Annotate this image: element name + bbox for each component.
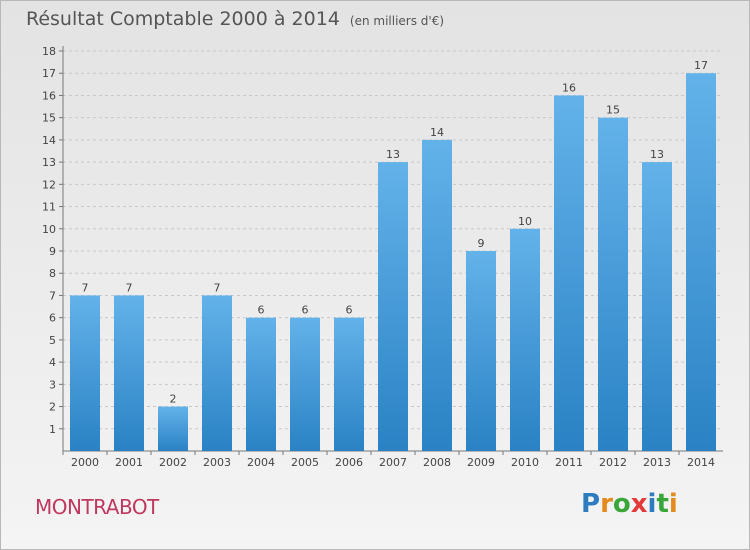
- bar-2005: [290, 317, 320, 451]
- x-tick-label: 2003: [203, 456, 231, 469]
- data-label: 13: [650, 148, 664, 161]
- bar-2013: [642, 162, 672, 451]
- x-tick-label: 2001: [115, 456, 143, 469]
- chart-title-text: Résultat Comptable 2000 à 2014: [26, 8, 340, 30]
- bar-2009: [466, 251, 496, 451]
- bar-2014: [686, 73, 716, 451]
- bar-2011: [554, 95, 584, 451]
- x-tick-label: 2013: [643, 456, 671, 469]
- bar-2003: [202, 295, 232, 451]
- data-label: 10: [518, 215, 532, 228]
- data-labels: 7 7 2 7 6 6 6 13 14 9 10 16 15 13 17: [82, 59, 709, 405]
- y-tick-label: 4: [49, 356, 56, 369]
- data-label: 13: [386, 148, 400, 161]
- logo-letter: i: [668, 489, 678, 519]
- data-label: 2: [170, 393, 177, 406]
- y-tick-label: 14: [42, 134, 56, 147]
- y-tick-label: 7: [49, 289, 56, 302]
- x-tick-label: 2010: [511, 456, 539, 469]
- y-tick-label: 9: [49, 245, 56, 258]
- bar-2010: [510, 228, 540, 451]
- data-label: 17: [694, 59, 708, 72]
- bar-2006: [334, 317, 364, 451]
- data-label: 6: [258, 304, 265, 317]
- bar-2008: [422, 139, 452, 451]
- bar-2002: [158, 406, 188, 451]
- logo-letter: i: [647, 489, 657, 519]
- x-tick-label: 2009: [467, 456, 495, 469]
- bar-2001: [114, 295, 144, 451]
- x-tick-label: 2005: [291, 456, 319, 469]
- x-tick-label: 2002: [159, 456, 187, 469]
- data-label: 9: [478, 237, 485, 250]
- y-tick-label: 8: [49, 267, 56, 280]
- y-tick-label: 10: [42, 223, 56, 236]
- data-label: 6: [302, 304, 309, 317]
- y-tick-label: 13: [42, 156, 56, 169]
- data-label: 6: [346, 304, 353, 317]
- x-tick-label: 2008: [423, 456, 451, 469]
- chart-title: Résultat Comptable 2000 à 2014 (en millie…: [26, 8, 444, 30]
- logo-letter: x: [630, 489, 648, 519]
- x-tick-label: 2000: [71, 456, 99, 469]
- y-tick-label: 18: [42, 45, 56, 58]
- x-tick-label: 2011: [555, 456, 583, 469]
- x-tick-label: 2007: [379, 456, 407, 469]
- data-label: 7: [82, 281, 89, 294]
- data-label: 14: [430, 126, 444, 139]
- x-tick-label: 2014: [687, 456, 715, 469]
- y-tick-label: 3: [49, 378, 56, 391]
- x-tick-label: 2004: [247, 456, 275, 469]
- y-tick-label: 17: [42, 67, 56, 80]
- town-name: MONTRABOT: [35, 495, 159, 519]
- y-tick-label: 2: [49, 401, 56, 414]
- y-tick-label: 12: [42, 178, 56, 191]
- logo-letter: o: [612, 489, 631, 519]
- bar-2004: [246, 317, 276, 451]
- data-label: 7: [214, 281, 221, 294]
- logo-letter: P: [581, 489, 601, 519]
- y-tick-label: 15: [42, 112, 56, 125]
- data-label: 15: [606, 104, 620, 117]
- y-tick-label: 1: [49, 423, 56, 436]
- data-label: 16: [562, 81, 576, 94]
- data-label: 7: [126, 281, 133, 294]
- y-tick-label: 11: [42, 201, 56, 214]
- y-tick-label: 5: [49, 334, 56, 347]
- bar-2007: [378, 162, 408, 451]
- logo-letter: r: [600, 489, 613, 519]
- x-tick-label: 2006: [335, 456, 363, 469]
- proxiti-logo[interactable]: Proxiti: [581, 489, 678, 519]
- unit-note: (en milliers d'€): [349, 14, 445, 28]
- bars: [70, 73, 716, 452]
- logo-letter: t: [656, 489, 669, 519]
- y-tick-label: 16: [42, 89, 56, 102]
- y-tick-label: 6: [49, 312, 56, 325]
- bar-2000: [70, 295, 100, 451]
- x-tick-label: 2012: [599, 456, 627, 469]
- bar-2012: [598, 117, 628, 452]
